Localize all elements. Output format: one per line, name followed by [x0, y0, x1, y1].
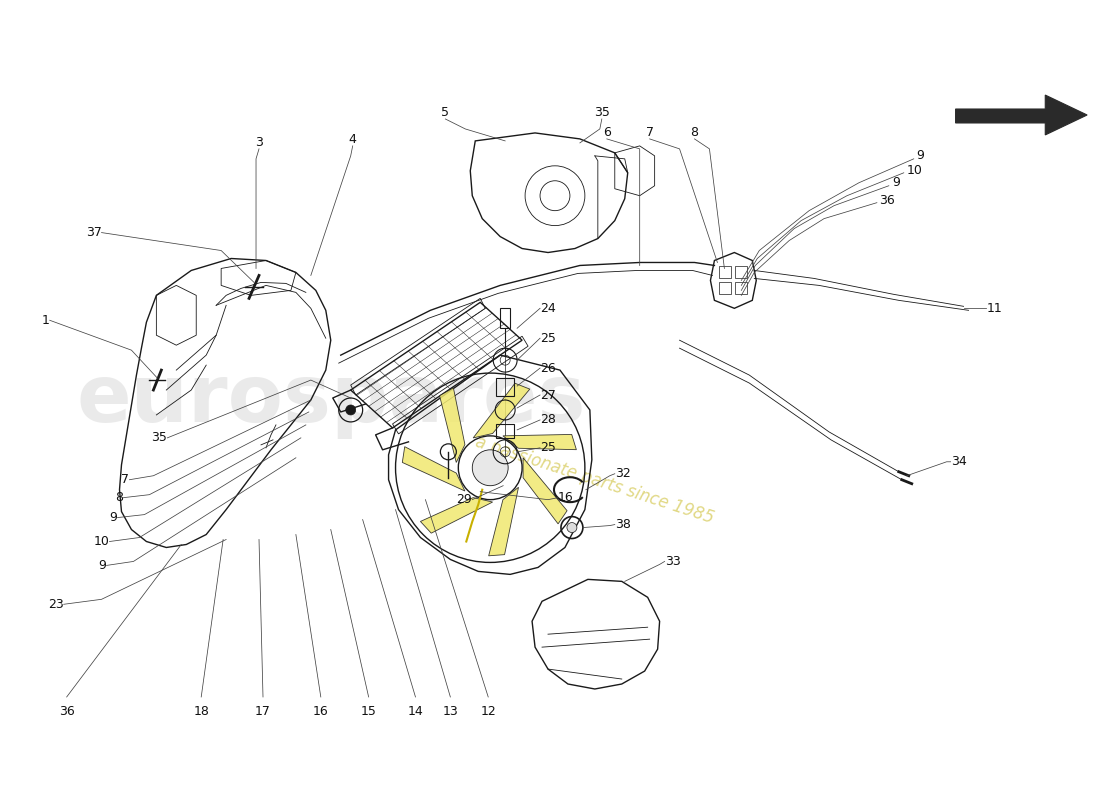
Polygon shape — [956, 95, 1087, 135]
Text: 10: 10 — [94, 535, 110, 548]
Text: 26: 26 — [540, 362, 556, 374]
Text: 17: 17 — [255, 705, 271, 718]
Polygon shape — [473, 383, 530, 438]
Circle shape — [566, 522, 576, 533]
Text: 13: 13 — [442, 705, 459, 718]
Text: 9: 9 — [892, 176, 900, 190]
Text: 5: 5 — [441, 106, 450, 119]
Text: 35: 35 — [152, 431, 167, 444]
Polygon shape — [440, 388, 465, 462]
Text: 9: 9 — [99, 559, 107, 572]
Text: 34: 34 — [950, 455, 967, 468]
Text: 10: 10 — [906, 164, 923, 178]
Text: 7: 7 — [646, 126, 653, 139]
Text: 15: 15 — [361, 705, 376, 718]
Polygon shape — [420, 498, 493, 533]
Text: 16: 16 — [558, 491, 574, 504]
Text: 3: 3 — [255, 136, 263, 149]
Text: 8: 8 — [116, 491, 123, 504]
Text: 27: 27 — [540, 389, 556, 402]
Text: 37: 37 — [86, 226, 101, 239]
Polygon shape — [524, 458, 568, 524]
Text: 7: 7 — [121, 474, 130, 486]
Text: 6: 6 — [603, 126, 611, 139]
Text: 38: 38 — [615, 518, 630, 531]
Text: eurospares: eurospares — [76, 361, 585, 439]
Text: 36: 36 — [58, 705, 75, 718]
Circle shape — [472, 450, 508, 486]
Text: 4: 4 — [349, 133, 356, 146]
Polygon shape — [503, 434, 576, 450]
Text: 18: 18 — [194, 705, 209, 718]
Text: 33: 33 — [664, 555, 681, 568]
Text: 1: 1 — [42, 314, 50, 326]
Text: 25: 25 — [540, 442, 556, 454]
Text: 16: 16 — [312, 705, 329, 718]
Text: 8: 8 — [691, 126, 698, 139]
Text: 25: 25 — [540, 332, 556, 345]
Text: 11: 11 — [987, 302, 1002, 315]
Text: 9: 9 — [110, 511, 118, 524]
Text: 29: 29 — [456, 493, 472, 506]
Text: 36: 36 — [879, 194, 894, 207]
Polygon shape — [403, 446, 465, 491]
Text: 12: 12 — [481, 705, 496, 718]
Text: 24: 24 — [540, 302, 556, 315]
Text: 14: 14 — [408, 705, 424, 718]
Text: 35: 35 — [594, 106, 609, 119]
Text: a passionate parts since 1985: a passionate parts since 1985 — [473, 433, 716, 527]
Text: 23: 23 — [48, 598, 64, 610]
Text: 9: 9 — [916, 150, 925, 162]
Circle shape — [345, 405, 355, 415]
Polygon shape — [488, 487, 518, 556]
Text: 28: 28 — [540, 414, 556, 426]
Text: 32: 32 — [615, 467, 630, 480]
